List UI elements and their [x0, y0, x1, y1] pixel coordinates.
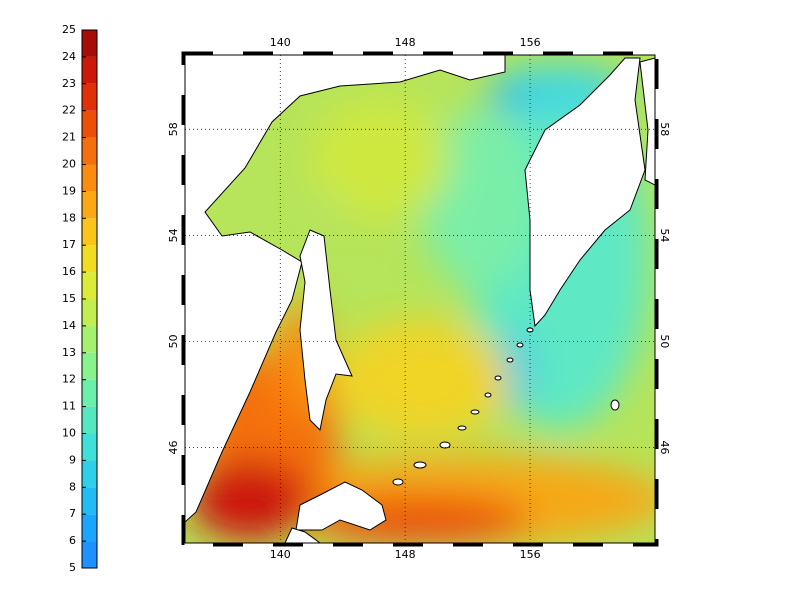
colorbar-tick-label: 11 — [62, 400, 76, 413]
colorbar-swatch — [82, 164, 97, 192]
lat-label-left: 54 — [167, 228, 180, 242]
colorbar-swatch — [82, 299, 97, 326]
colorbar-tick-label: 18 — [62, 211, 76, 224]
colorbar-tick-label: 13 — [62, 346, 76, 359]
colorbar-swatch — [82, 514, 97, 542]
graticule: 140 140 148 148 156 156 46 46 50 50 54 54 58 58 — [167, 36, 671, 561]
colorbar-swatch — [82, 245, 97, 273]
honshu — [284, 527, 321, 543]
colorbar-swatch — [82, 218, 97, 246]
colorbar-swatch — [82, 541, 97, 568]
colorbar-swatch — [82, 487, 97, 515]
colorbar-tick-label: 5 — [69, 561, 76, 574]
colorbar-tick-label: 6 — [69, 534, 76, 547]
lat-label-left: 46 — [167, 441, 180, 455]
colorbar-tick-label: 20 — [62, 158, 76, 171]
mainland — [185, 55, 506, 523]
colorbar-tick-label: 25 — [62, 23, 76, 36]
sakhalin — [299, 229, 353, 432]
colorbar-swatch — [82, 110, 97, 138]
colorbar-swatch — [82, 30, 97, 57]
colorbar-tick-label: 15 — [62, 292, 76, 305]
lon-label-top: 140 — [270, 36, 291, 49]
lon-label-top: 148 — [395, 36, 416, 49]
colorbar-tick-label: 23 — [62, 77, 76, 90]
east-coast — [639, 57, 655, 186]
colorbar-swatch — [82, 325, 97, 353]
colorbar-tick-label: 24 — [62, 50, 76, 63]
colorbar-tick-label: 12 — [62, 373, 76, 386]
colorbar-tick-label: 17 — [62, 238, 76, 251]
lat-label-right: 46 — [658, 441, 671, 455]
map-frame — [184, 54, 656, 544]
colorbar: 5 6 7 8 9 10 11 12 13 14 15 16 17 18 19 20 21 22 23 24 25 — [62, 23, 98, 574]
lon-label-top: 156 — [520, 36, 541, 49]
colorbar-swatch — [82, 460, 97, 488]
colorbar-tick-label: 14 — [62, 319, 76, 332]
lat-label-left: 50 — [167, 334, 180, 348]
sea-surface-field — [185, 55, 655, 543]
lon-label-bottom: 140 — [270, 548, 291, 561]
colorbar-swatch — [82, 433, 97, 461]
colorbar-tick-label: 9 — [69, 453, 76, 466]
lat-label-right: 54 — [658, 228, 671, 242]
colorbar-swatch — [82, 352, 97, 380]
lon-label-bottom: 156 — [520, 548, 541, 561]
kamchatka — [524, 57, 646, 328]
kuril-islands — [392, 327, 620, 486]
map: 140 140 148 148 156 156 46 46 50 50 54 54 58 58 — [167, 36, 671, 561]
colorbar-swatch — [82, 379, 97, 407]
lat-label-right: 50 — [658, 334, 671, 348]
colorbar-tick-label: 7 — [69, 507, 76, 520]
colorbar-swatch — [82, 56, 97, 84]
colorbar-tick-label: 21 — [62, 131, 76, 144]
colorbar-tick-label: 10 — [62, 427, 76, 440]
lat-label-left: 58 — [167, 122, 180, 136]
colorbar-swatch — [82, 272, 97, 299]
lon-label-bottom: 148 — [395, 548, 416, 561]
colorbar-tick-label: 19 — [62, 184, 76, 197]
colorbar-tick-label: 16 — [62, 265, 76, 278]
colorbar-swatch — [82, 191, 97, 219]
lat-label-right: 58 — [658, 122, 671, 136]
colorbar-swatch — [82, 137, 97, 165]
colorbar-swatch — [82, 83, 97, 111]
map-frame-border — [181, 51, 659, 547]
colorbar-swatch — [82, 406, 97, 434]
hokkaido — [295, 481, 387, 531]
colorbar-tick-label: 22 — [62, 104, 76, 117]
colorbar-tick-label: 8 — [69, 480, 76, 493]
